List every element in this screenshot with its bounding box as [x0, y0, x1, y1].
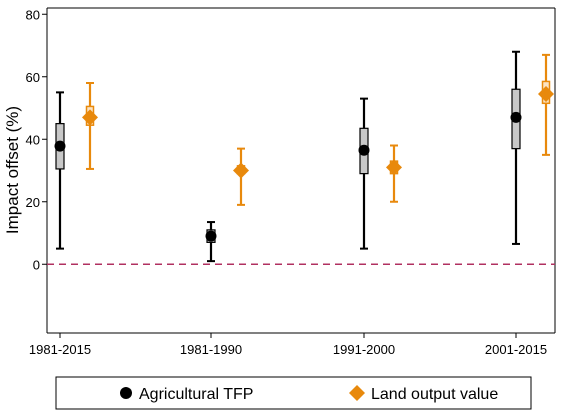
legend-label-land-output-value: Land output value	[371, 386, 498, 403]
point-agricultural-tfp	[358, 144, 370, 156]
point-land-output-value	[386, 159, 402, 176]
y-tick-label: 60	[26, 70, 40, 85]
point-agricultural-tfp	[205, 230, 217, 242]
x-tick-label: 1991-2000	[333, 342, 395, 357]
point-agricultural-tfp	[54, 140, 66, 152]
point-land-output-value	[538, 85, 554, 102]
y-tick-label: 40	[26, 132, 40, 147]
x-tick-label: 1981-1990	[180, 342, 242, 357]
y-tick-label: 20	[26, 195, 40, 210]
legend-marker-land-output-value	[349, 385, 365, 401]
x-tick-label: 2001-2015	[485, 342, 547, 357]
plot-area: 0 20 40 60 80 1981-2015 1981-1990 1991-2000 2001…	[26, 7, 556, 357]
legend-label-agricultural-tfp: Agricultural TFP	[139, 386, 253, 403]
legend: Agricultural TFP Land output value	[55, 376, 532, 410]
legend-marker-agricultural-tfp	[120, 387, 132, 399]
point-agricultural-tfp	[510, 111, 522, 123]
y-tick-label: 80	[26, 7, 40, 22]
point-land-output-value	[82, 109, 98, 126]
point-land-output-value	[233, 162, 249, 179]
y-axis-title: Impact offset (%)	[3, 106, 22, 234]
x-tick-label: 1981-2015	[29, 342, 91, 357]
y-tick-label: 0	[33, 257, 40, 272]
legend-box	[55, 376, 532, 410]
